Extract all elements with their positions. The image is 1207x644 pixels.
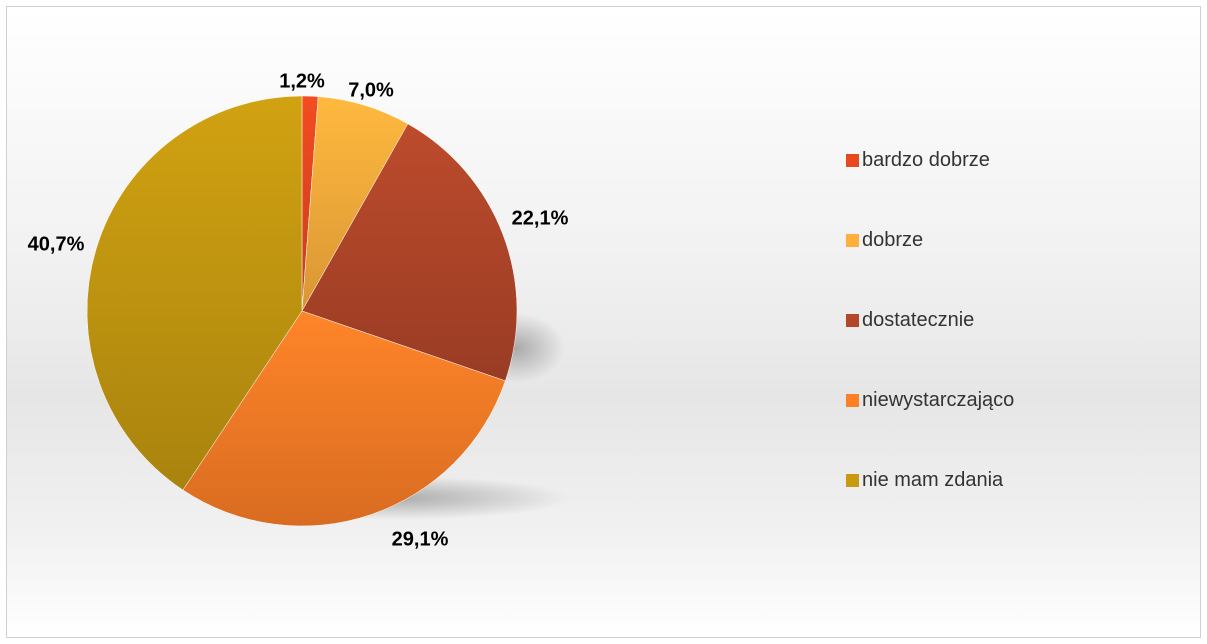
- legend-swatch: [846, 473, 859, 487]
- pie-slice-niewystarczająco: [182, 310, 506, 527]
- legend-swatch: [846, 393, 859, 407]
- legend-swatch: [846, 153, 859, 167]
- legend-swatch: [846, 313, 859, 327]
- data-label: 7,0%: [348, 79, 394, 101]
- legend-label: dobrze: [862, 228, 924, 251]
- pie-slice-dostatecznie: [301, 123, 518, 382]
- legend-item: dobrze: [846, 228, 923, 252]
- data-label: 22,1%: [512, 207, 569, 229]
- data-label: 40,7%: [28, 233, 85, 255]
- pie-data-labels: 1,2% 7,0% 22,1% 29,1% 40,7%: [28, 70, 569, 550]
- legend-item: bardzo dobrze: [846, 148, 990, 172]
- legend-item: niewystarczająco: [846, 388, 1014, 412]
- legend-label: niewystarczająco: [862, 388, 1015, 411]
- legend-label: nie mam zdania: [862, 468, 1004, 491]
- data-label: 1,2%: [279, 70, 325, 92]
- pie-slice-nie-mam-zdania: [86, 95, 303, 491]
- legend-item: dostatecznie: [846, 308, 974, 332]
- pie-slices: [86, 95, 518, 527]
- legend-item: nie mam zdania: [846, 468, 1003, 492]
- legend-label: dostatecznie: [862, 308, 975, 331]
- legend-label: bardzo dobrze: [862, 148, 990, 171]
- data-label: 29,1%: [392, 528, 449, 550]
- legend-swatch: [846, 233, 859, 247]
